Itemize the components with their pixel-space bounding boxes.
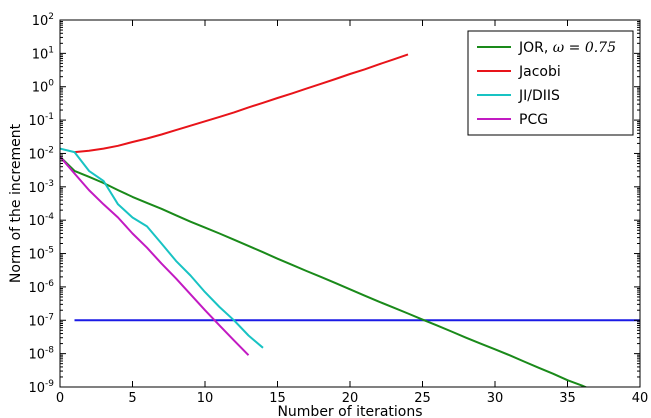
x-tick-label: 25: [414, 391, 431, 406]
y-tick-exponent: -2: [45, 145, 54, 155]
y-tick-exponent: -1: [45, 112, 54, 122]
legend-label-jacobi: Jacobi: [518, 64, 561, 80]
legend-label-math: ω = 0.75: [553, 40, 616, 56]
series-line-ji-diis: [60, 147, 264, 349]
y-axis-label: Norm of the increment: [8, 123, 24, 283]
y-tick-exponent: -3: [45, 179, 54, 189]
y-tick-label: 10-8: [28, 346, 54, 363]
legend-label-ji-diis: JI/DIIS: [518, 88, 560, 104]
y-tick-label: 10-1: [28, 112, 54, 129]
x-axis-label: Number of iterations: [277, 404, 422, 418]
legend-label-pcg: PCG: [519, 112, 548, 128]
y-tick-label: 100: [32, 79, 55, 96]
y-tick-label: 10-9: [28, 379, 54, 396]
y-tick-base: 10: [28, 381, 45, 396]
y-tick-label: 10-5: [28, 246, 54, 263]
legend: JOR, ω = 0.75 Jacobi JI/DIIS PCG: [467, 30, 634, 136]
series-line-pcg: [60, 156, 250, 356]
y-tick-exponent: 0: [48, 79, 54, 89]
x-tick-label: 20: [342, 391, 359, 406]
x-tick-label: 35: [559, 391, 576, 406]
series-layer: [60, 53, 640, 387]
y-tick-base: 10: [28, 214, 45, 229]
y-tick-base: 10: [28, 147, 45, 162]
y-tick-base: 10: [28, 348, 45, 363]
y-tick-base: 10: [32, 81, 49, 96]
y-tick-exponent: -5: [45, 246, 54, 256]
y-tick-label: 10-4: [28, 212, 54, 229]
x-tick-label: 40: [632, 391, 649, 406]
y-tick-label: 102: [32, 12, 54, 29]
y-tick-exponent: 1: [48, 45, 54, 55]
y-tick-exponent: -7: [45, 312, 54, 322]
legend-label-jor-0-75: JOR, ω = 0.75: [518, 40, 616, 56]
ticks-layer: 10-910-810-710-610-510-410-310-210-11001…: [28, 12, 648, 406]
y-tick-label: 10-2: [28, 145, 54, 162]
y-tick-base: 10: [28, 314, 45, 329]
x-tick-label: 5: [128, 391, 136, 406]
x-tick-label: 0: [56, 391, 64, 406]
legend-label-text: JOR,: [518, 40, 553, 56]
x-tick-label: 15: [269, 391, 286, 406]
y-tick-label: 10-3: [28, 179, 54, 196]
y-tick-label: 101: [32, 45, 54, 62]
y-tick-base: 10: [28, 248, 45, 263]
y-tick-label: 10-6: [28, 279, 54, 296]
y-tick-base: 10: [28, 114, 45, 129]
y-tick-base: 10: [32, 14, 49, 29]
x-tick-label: 10: [197, 391, 214, 406]
x-tick-label: 30: [487, 391, 504, 406]
series-line-jor-0-75: [60, 155, 588, 387]
y-tick-exponent: -6: [45, 279, 54, 289]
y-tick-base: 10: [28, 181, 45, 196]
y-tick-base: 10: [28, 281, 45, 296]
y-tick-exponent: -9: [45, 379, 54, 389]
y-tick-exponent: 2: [48, 12, 54, 22]
legend-box: [467, 30, 634, 136]
series-line-jacobi: [74, 53, 409, 154]
y-tick-label: 10-7: [28, 312, 54, 329]
y-tick-base: 10: [32, 47, 49, 62]
y-tick-exponent: -8: [45, 346, 54, 356]
y-tick-exponent: -4: [45, 212, 54, 222]
